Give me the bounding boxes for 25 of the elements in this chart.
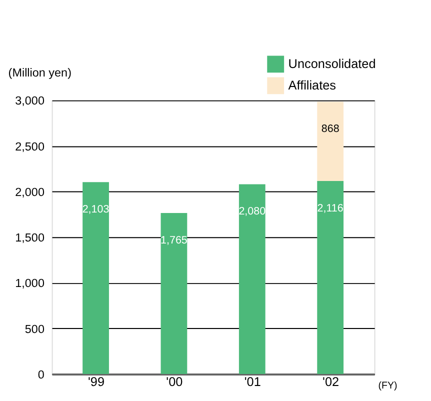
y-tick-label: 3,000 — [15, 94, 45, 108]
y-axis-title: (Million yen) — [8, 66, 72, 80]
bar — [82, 182, 109, 374]
y-tick-label: 0 — [38, 368, 45, 382]
y-tick-label: 2,500 — [15, 140, 45, 154]
y-tick-label: 2,000 — [15, 186, 45, 199]
bar — [160, 212, 188, 374]
x-tick-label: '01 — [244, 375, 261, 390]
data-label: 2,116 — [317, 202, 344, 214]
x-axis-title: (FY) — [378, 380, 398, 392]
legend-label: Affiliates — [288, 78, 336, 93]
bar — [317, 180, 344, 374]
x-tick-label: '00 — [166, 375, 183, 390]
legend-label: Unconsolidated — [288, 57, 376, 72]
data-label: 868 — [321, 123, 340, 136]
x-tick-label: '02 — [322, 375, 340, 390]
x-tick-label: '99 — [88, 375, 105, 390]
y-tick-label: 500 — [24, 322, 45, 336]
data-label: 1,765 — [160, 234, 188, 246]
bar — [238, 184, 266, 374]
data-label: 2,103 — [82, 203, 110, 216]
y-tick-label: 1,500 — [15, 232, 45, 245]
data-label: 2,080 — [238, 206, 266, 218]
y-tick-label: 1,000 — [15, 277, 45, 290]
bar — [317, 102, 344, 181]
